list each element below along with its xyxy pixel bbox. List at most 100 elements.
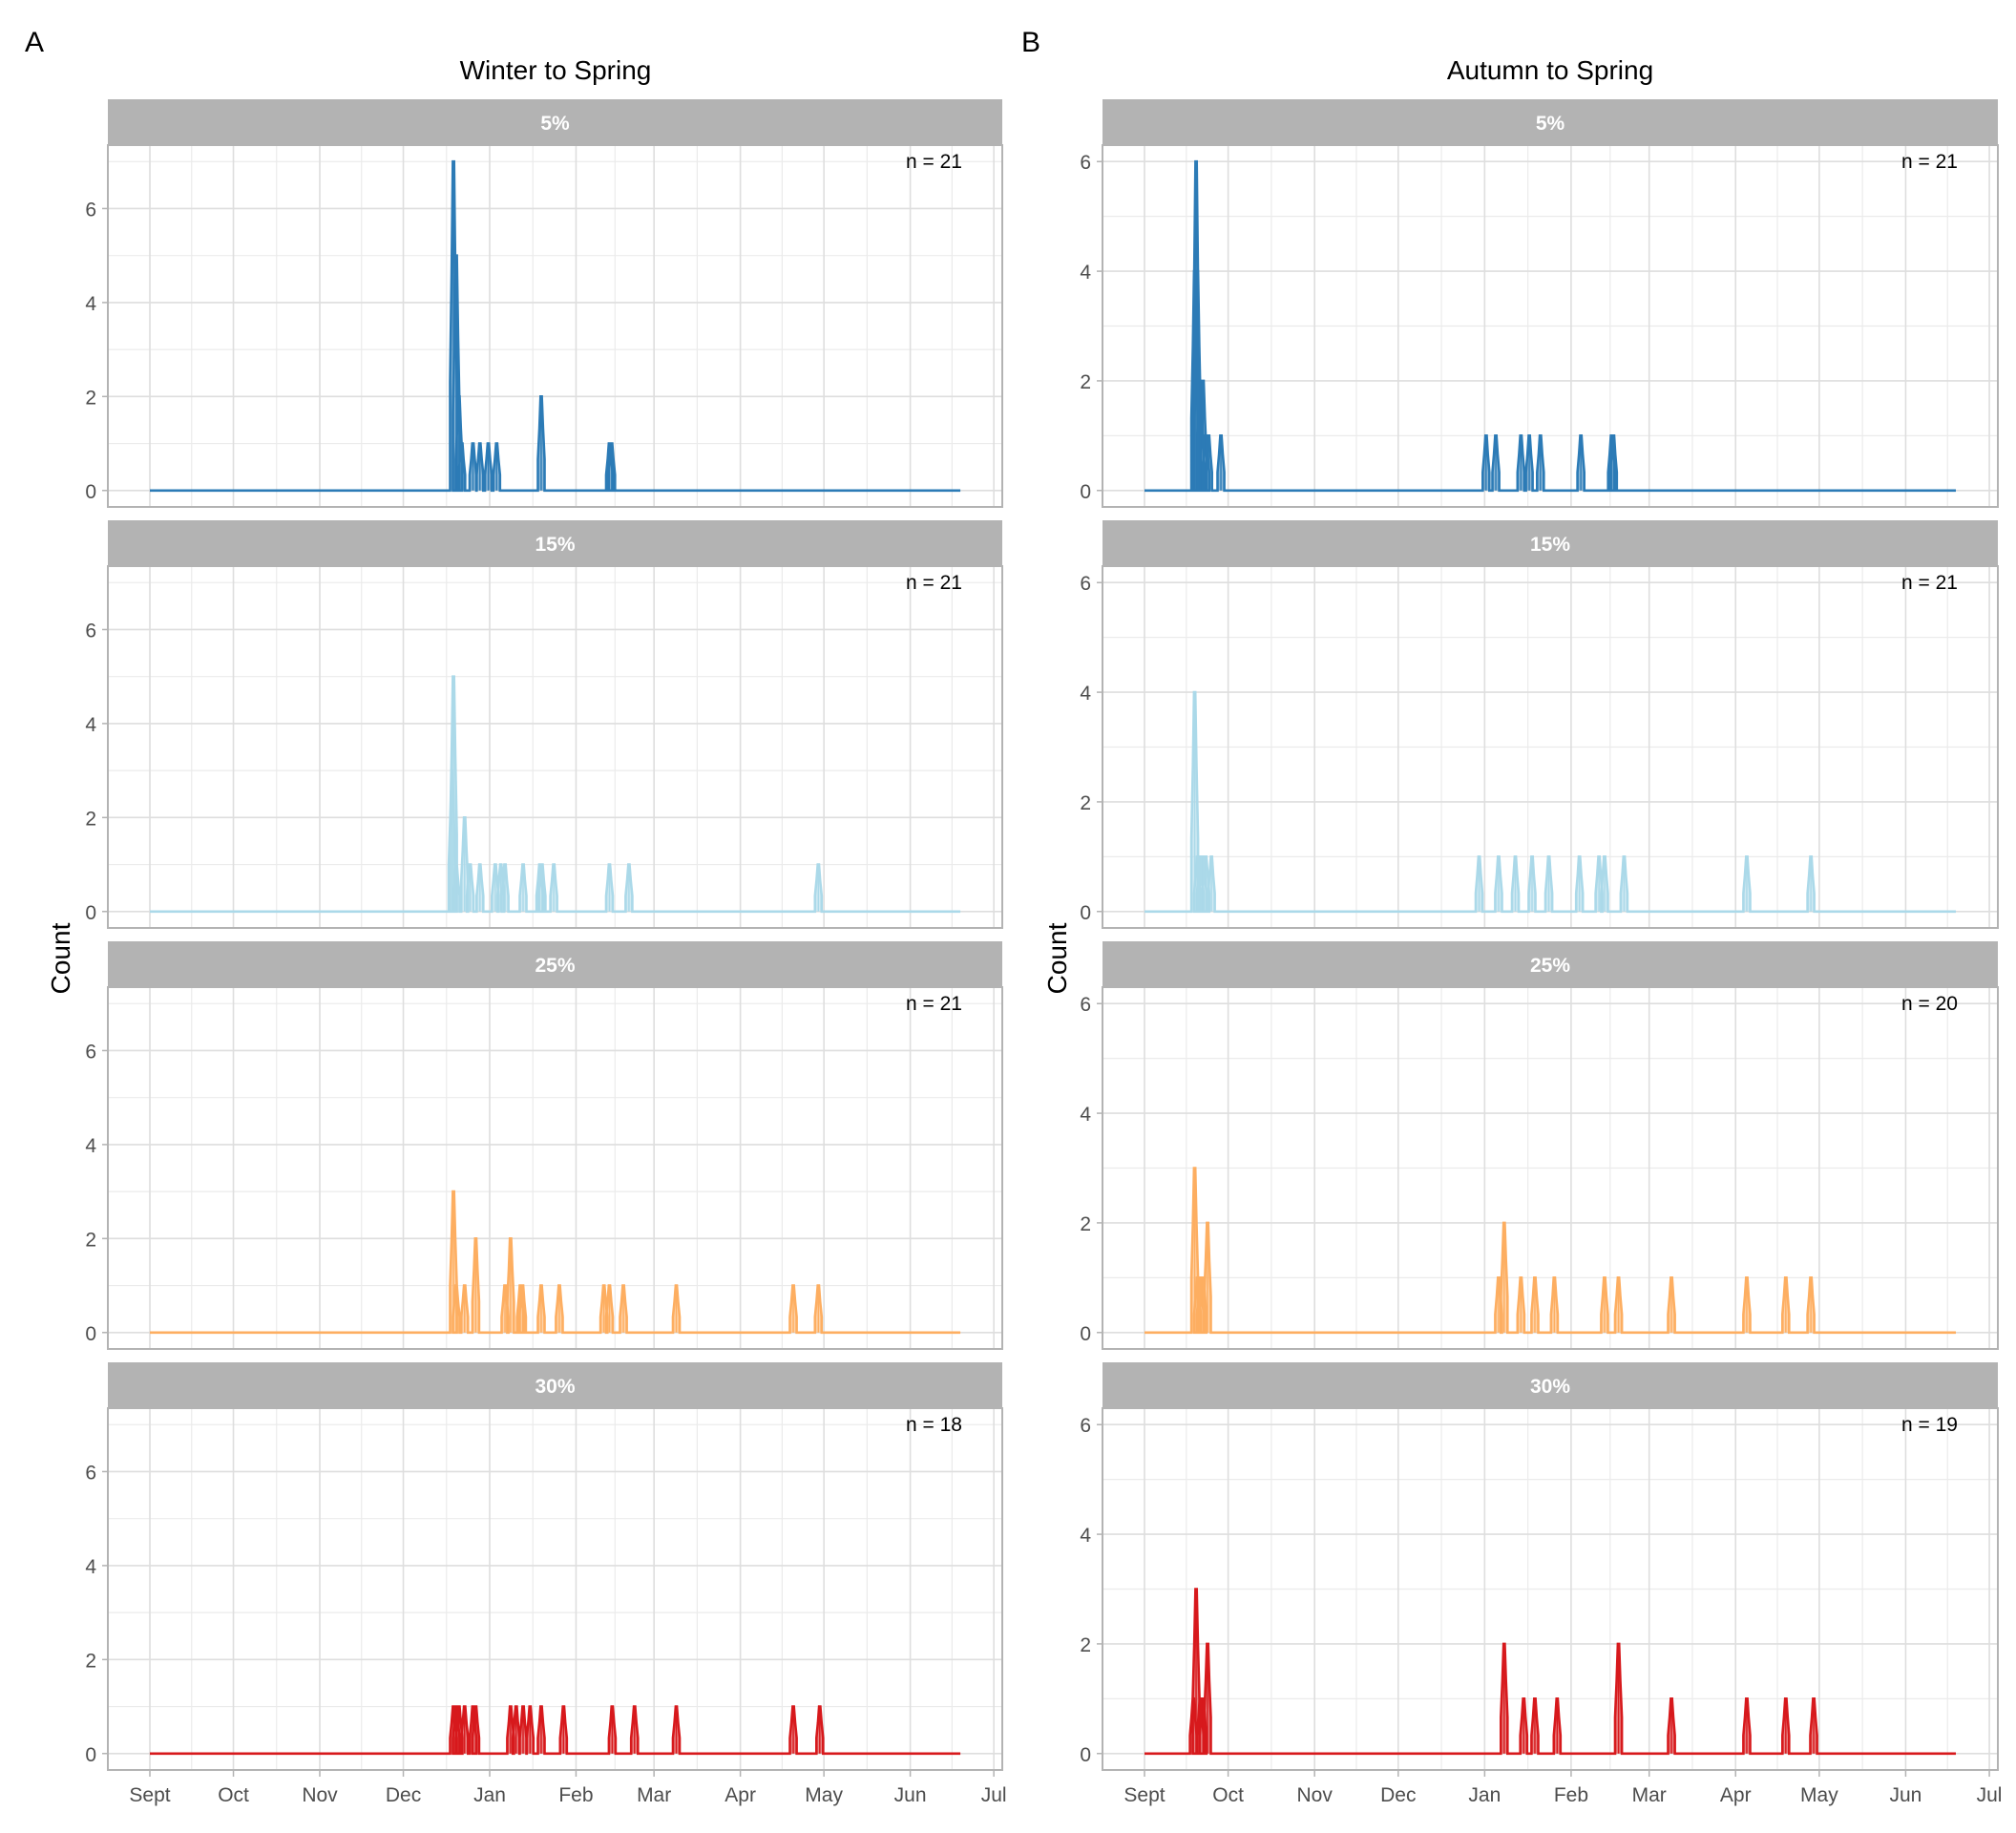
facet-strip-label: 30% xyxy=(535,1376,575,1398)
x-tick-label: Apr xyxy=(724,1784,756,1806)
y-tick-label: 2 xyxy=(1080,1213,1091,1235)
y-tick-label: 0 xyxy=(1080,1744,1091,1766)
panel-tag-b: B xyxy=(1021,27,1041,58)
sample-size-label: n = 21 xyxy=(1901,151,1958,173)
facet-panel-b-30pct: 30% 0 2 4 6 n = 19 Sept Oct Nov Dec Jan Feb Mar Apr Ma… xyxy=(1080,1362,2002,1806)
y-tick-label: 2 xyxy=(1080,371,1091,393)
panel-border xyxy=(1102,1407,1999,1771)
chart-title-a: Winter to Spring xyxy=(459,55,652,85)
chart-title-b: Autumn to Spring xyxy=(1446,55,1654,85)
facet-strip xyxy=(1102,99,1998,145)
x-tick-label: Dec xyxy=(1380,1784,1416,1806)
y-tick-label: 6 xyxy=(85,620,96,642)
y-tick-label: 2 xyxy=(1080,792,1091,814)
plot-background xyxy=(108,1408,1002,1770)
y-tick-label: 0 xyxy=(85,902,96,924)
x-tick-label: Dec xyxy=(386,1784,421,1806)
y-tick-label: 6 xyxy=(1080,1415,1091,1437)
count-line xyxy=(1144,159,1956,493)
y-tick-label: 0 xyxy=(85,481,96,503)
y-tick-label: 0 xyxy=(1080,902,1091,924)
x-tick-label: Sept xyxy=(129,1784,170,1806)
y-tick-label: 4 xyxy=(1080,1104,1091,1126)
facet-strip-label: 25% xyxy=(535,955,575,977)
y-tick-label: 2 xyxy=(85,1229,96,1251)
y-tick-label: 4 xyxy=(85,293,96,315)
count-line xyxy=(150,675,961,914)
facet-strip-label: 30% xyxy=(1530,1376,1570,1398)
x-tick-label: Feb xyxy=(558,1784,593,1806)
x-tick-label: Mar xyxy=(637,1784,671,1806)
facet-strip-label: 5% xyxy=(540,113,570,135)
panel-border xyxy=(1102,986,1999,1350)
plot-background xyxy=(108,145,1002,507)
y-tick-label: 4 xyxy=(1080,262,1091,284)
x-tick-label: Sept xyxy=(1124,1784,1165,1806)
count-line xyxy=(150,1190,961,1335)
count-line xyxy=(1144,1588,1956,1756)
facet-panel-b-25pct: 25% 0 2 4 6 n = 20 xyxy=(1080,941,1999,1350)
y-tick-label: 0 xyxy=(1080,1323,1091,1345)
y-tick-label: 2 xyxy=(85,808,96,830)
panel-tag-a: A xyxy=(25,27,45,58)
facet-panel-a-30pct: 30% 0 2 4 6 n = 18 Sept Oct Nov Dec Jan Feb Mar Apr Ma… xyxy=(85,1362,1007,1806)
facet-strip xyxy=(1102,941,1998,987)
sample-size-label: n = 21 xyxy=(906,993,962,1015)
panel-border xyxy=(107,565,1003,929)
facet-panel-b-5pct: 5% 0 2 4 6 n = 21 xyxy=(1080,99,1999,508)
facet-panel-a-5pct: 5% 0 2 4 6 n = 21 xyxy=(85,99,1003,508)
x-tick-label: Oct xyxy=(218,1784,249,1806)
facet-strip xyxy=(108,941,1002,987)
panel-border xyxy=(107,144,1003,508)
facet-strip xyxy=(1102,520,1998,566)
y-tick-label: 0 xyxy=(85,1744,96,1766)
x-tick-label: Jan xyxy=(1468,1784,1501,1806)
y-tick-label: 2 xyxy=(1080,1634,1091,1656)
y-tick-label: 6 xyxy=(1080,573,1091,595)
x-tick-label: Jul xyxy=(1977,1784,2003,1806)
x-tick-label: Nov xyxy=(1297,1784,1334,1806)
sample-size-label: n = 21 xyxy=(906,151,962,173)
y-tick-label: 4 xyxy=(85,714,96,736)
panel-border xyxy=(107,986,1003,1350)
x-tick-label: May xyxy=(1800,1784,1838,1806)
x-tick-label: Apr xyxy=(1720,1784,1752,1806)
y-tick-label: 0 xyxy=(1080,481,1091,503)
sample-size-label: n = 18 xyxy=(906,1414,962,1436)
x-tick-label: Jul xyxy=(981,1784,1007,1806)
x-tick-label: Nov xyxy=(302,1784,338,1806)
y-tick-label: 2 xyxy=(85,1650,96,1672)
y-tick-label: 6 xyxy=(85,199,96,221)
panel-border xyxy=(1102,144,1999,508)
y-tick-label: 6 xyxy=(85,1462,96,1484)
y-tick-label: 4 xyxy=(1080,683,1091,705)
sample-size-label: n = 21 xyxy=(1901,572,1958,594)
x-tick-label: Jan xyxy=(473,1784,506,1806)
facet-strip-label: 15% xyxy=(535,534,575,556)
y-tick-label: 6 xyxy=(85,1041,96,1063)
y-tick-label: 4 xyxy=(85,1556,96,1578)
x-tick-label: Oct xyxy=(1212,1784,1244,1806)
panel-border xyxy=(1102,565,1999,929)
y-tick-label: 6 xyxy=(1080,994,1091,1016)
sample-size-label: n = 20 xyxy=(1901,993,1958,1015)
count-line xyxy=(1144,1167,1956,1335)
facet-strip xyxy=(108,520,1002,566)
y-tick-label: 0 xyxy=(85,1323,96,1345)
y-tick-label: 6 xyxy=(1080,152,1091,174)
y-tick-label: 4 xyxy=(1080,1525,1091,1547)
plot-background xyxy=(108,987,1002,1349)
y-tick-label: 4 xyxy=(85,1135,96,1157)
x-tick-label: Mar xyxy=(1632,1784,1667,1806)
y-tick-label: 2 xyxy=(85,387,96,409)
facet-strip xyxy=(108,99,1002,145)
facet-panel-b-15pct: 15% 0 2 4 6 n = 21 xyxy=(1080,520,1999,929)
facet-strip-label: 5% xyxy=(1536,113,1565,135)
sample-size-label: n = 19 xyxy=(1901,1414,1958,1436)
panel-border xyxy=(107,1407,1003,1771)
x-tick-label: May xyxy=(805,1784,843,1806)
x-tick-label: Feb xyxy=(1554,1784,1588,1806)
facet-strip xyxy=(108,1362,1002,1408)
x-tick-label: Jun xyxy=(894,1784,927,1806)
